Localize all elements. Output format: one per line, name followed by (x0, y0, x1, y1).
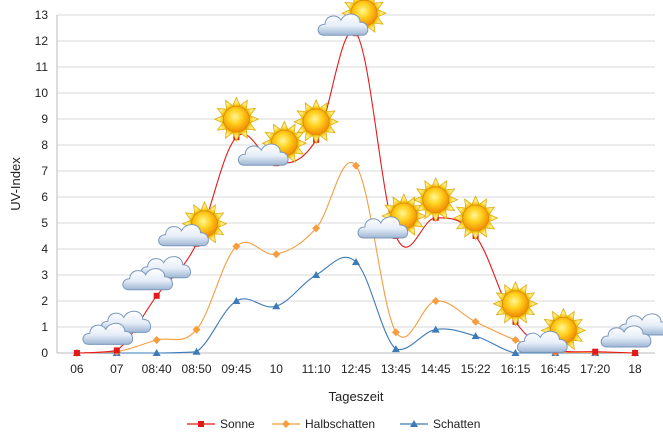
x-tick-label: 15:22 (461, 362, 491, 376)
sun-behind-cloud-icon (516, 307, 586, 353)
x-tick-label: 10 (270, 362, 284, 376)
data-point (192, 347, 201, 355)
y-tick-label: 11 (36, 60, 49, 74)
data-point (431, 297, 440, 305)
y-tick-label: 4 (41, 242, 48, 256)
y-tick-label: 2 (41, 294, 48, 308)
legend-label: Halbschatten (305, 417, 375, 431)
data-point (352, 258, 360, 265)
x-tick-label: 18 (628, 362, 642, 376)
data-point (232, 297, 241, 304)
legend-swatch-marker (198, 421, 204, 427)
data-point (592, 348, 599, 355)
x-tick-label: 12:45 (341, 362, 371, 376)
y-tick-label: 6 (41, 190, 48, 204)
data-point (632, 350, 639, 356)
sun-behind-cloud-icon (317, 0, 387, 36)
x-tick-label: 08:40 (142, 362, 172, 376)
x-tick-label: 06 (70, 362, 84, 376)
data-point (152, 336, 161, 344)
x-tick-label: 17:20 (580, 362, 610, 376)
x-axis-title: Tageszeit (329, 389, 384, 404)
legend-swatch-marker (282, 420, 290, 428)
data-point (511, 349, 520, 356)
data-point (431, 325, 440, 333)
x-tick-labels: 06 07 08:40 08:50 09:45 10 11:10 12:45 13:45 14:4… (70, 362, 642, 376)
data-point (352, 161, 360, 170)
x-tick-label: 16:45 (540, 362, 570, 376)
legend-item-schatten: Schatten (400, 417, 480, 431)
y-tick-label: 13 (35, 8, 49, 22)
sun-icon (453, 195, 499, 241)
data-point (511, 336, 520, 344)
y-tick-label: 9 (41, 112, 48, 126)
data-point (153, 292, 160, 299)
data-point (391, 345, 400, 353)
y-tick-label: 7 (41, 164, 48, 178)
legend-item-sonne: Sonne (187, 417, 255, 431)
series-line (76, 30, 636, 354)
x-tick-label: 13:45 (381, 362, 411, 376)
y-tick-label: 8 (41, 138, 48, 152)
legend-swatch-marker (410, 420, 418, 427)
y-axis-title: UV-Index (8, 157, 23, 211)
sun-behind-cloud-icon (158, 201, 227, 247)
y-tick-label: 1 (41, 320, 48, 334)
data-point (312, 271, 321, 278)
data-point (152, 349, 161, 356)
data-point (113, 347, 120, 354)
x-tick-label: 16:15 (500, 362, 530, 376)
cloud-icon (82, 310, 152, 345)
x-tick-label: 14:45 (421, 362, 451, 376)
y-tick-label: 10 (35, 86, 49, 100)
data-point (232, 242, 241, 251)
cloud-icon (600, 313, 663, 348)
x-tick-label: 09:45 (221, 362, 251, 376)
data-point (471, 317, 480, 326)
data-point (471, 332, 480, 340)
data-point (272, 250, 281, 259)
data-point (272, 302, 281, 310)
x-tick-label: 08:50 (182, 362, 212, 376)
data-point (192, 325, 201, 334)
data-point (312, 224, 321, 233)
y-tick-label: 0 (41, 346, 48, 360)
data-point (391, 328, 400, 337)
y-tick-label: 3 (41, 268, 48, 282)
series-layer (72, 30, 640, 357)
legend-label: Sonne (220, 417, 255, 431)
series-sonne (73, 30, 639, 356)
sun-icon (293, 99, 339, 145)
x-tick-label: 07 (110, 362, 124, 376)
data-point (73, 350, 80, 356)
sun-icon (213, 96, 259, 142)
weather-icons-layer (82, 0, 663, 353)
y-tick-label: 12 (35, 34, 49, 48)
x-tick-label: 11:10 (302, 362, 331, 376)
cloud-icon (122, 256, 191, 291)
y-tick-label: 5 (41, 216, 48, 230)
legend-label: Schatten (433, 417, 480, 431)
legend: Sonne Halbschatten Schatten (187, 417, 480, 431)
legend-item-halbschatten: Halbschatten (272, 417, 375, 431)
